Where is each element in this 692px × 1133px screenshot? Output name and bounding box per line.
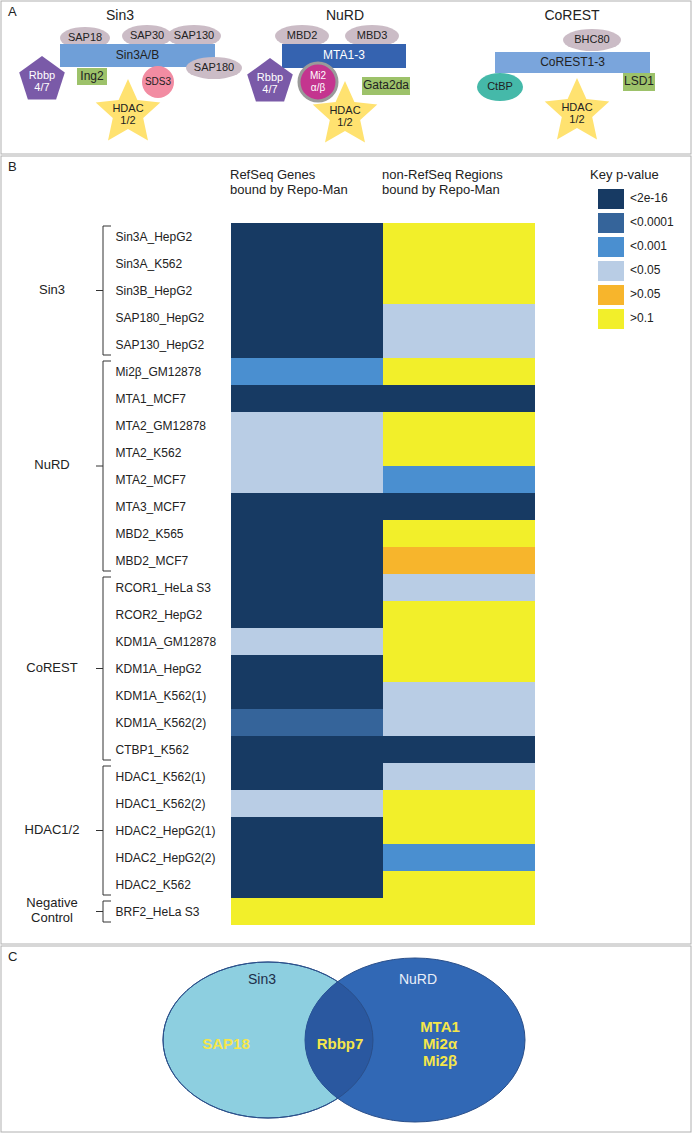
svg-text:MTA2_MCF7: MTA2_MCF7 bbox=[116, 473, 187, 487]
svg-text:SAP130_HepG2: SAP130_HepG2 bbox=[116, 338, 205, 352]
svg-text:Sin3: Sin3 bbox=[248, 971, 276, 987]
svg-text:HDAC1_K562(1): HDAC1_K562(1) bbox=[116, 770, 206, 784]
svg-text:Sin3: Sin3 bbox=[39, 282, 65, 297]
svg-text:Gata2da: Gata2da bbox=[363, 78, 409, 92]
svg-text:NuRD: NuRD bbox=[326, 7, 364, 23]
svg-text:>0.05: >0.05 bbox=[630, 287, 661, 301]
svg-text:HDAC1/2: HDAC1/2 bbox=[112, 102, 143, 127]
svg-text:MBD3: MBD3 bbox=[357, 29, 388, 41]
svg-text:SAP130: SAP130 bbox=[174, 29, 214, 41]
svg-text:MTA2_GM12878: MTA2_GM12878 bbox=[116, 419, 207, 433]
svg-text:Rbbp7: Rbbp7 bbox=[317, 1035, 364, 1052]
svg-text:Rbbp4/7: Rbbp4/7 bbox=[257, 71, 283, 96]
svg-text:KDM1A_K562(1): KDM1A_K562(1) bbox=[116, 689, 207, 703]
svg-text:MTA2_K562: MTA2_K562 bbox=[116, 446, 182, 460]
svg-text:HDAC1/2: HDAC1/2 bbox=[25, 822, 80, 837]
svg-text:CtBP: CtBP bbox=[487, 80, 513, 92]
svg-text:RCOR2_HepG2: RCOR2_HepG2 bbox=[116, 608, 203, 622]
svg-text:NuRD: NuRD bbox=[399, 971, 437, 987]
svg-text:HDAC2_HepG2(1): HDAC2_HepG2(1) bbox=[116, 824, 216, 838]
svg-text:Sin3: Sin3 bbox=[106, 7, 134, 23]
svg-text:SAP18: SAP18 bbox=[68, 31, 102, 43]
svg-text:Sin3A_HepG2: Sin3A_HepG2 bbox=[116, 230, 193, 244]
svg-text:NuRD: NuRD bbox=[34, 457, 69, 472]
svg-text:<2e-16: <2e-16 bbox=[630, 191, 668, 205]
svg-text:<0.05: <0.05 bbox=[630, 263, 661, 277]
svg-text:MBD2_K565: MBD2_K565 bbox=[116, 527, 184, 541]
svg-text:MTA1_MCF7: MTA1_MCF7 bbox=[116, 392, 187, 406]
svg-text:<0.0001: <0.0001 bbox=[630, 215, 674, 229]
svg-text:Rbbp4/7: Rbbp4/7 bbox=[29, 69, 55, 94]
svg-text:Mi2α/β: Mi2α/β bbox=[310, 70, 327, 93]
svg-text:KDM1A_GM12878: KDM1A_GM12878 bbox=[116, 635, 217, 649]
svg-text:MTA1Mi2αMi2β: MTA1Mi2αMi2β bbox=[420, 1018, 460, 1070]
svg-text:MTA1-3: MTA1-3 bbox=[323, 48, 365, 62]
svg-text:HDAC2_K562: HDAC2_K562 bbox=[116, 878, 192, 892]
svg-text:Sin3B_HepG2: Sin3B_HepG2 bbox=[116, 284, 193, 298]
svg-text:RCOR1_HeLa S3: RCOR1_HeLa S3 bbox=[116, 581, 212, 595]
svg-text:KDM1A_K562(2): KDM1A_K562(2) bbox=[116, 716, 207, 730]
svg-text:NegativeControl: NegativeControl bbox=[26, 895, 77, 925]
svg-text:BHC80: BHC80 bbox=[574, 33, 609, 45]
svg-text:C: C bbox=[8, 949, 17, 964]
svg-text:Ing2: Ing2 bbox=[80, 69, 104, 83]
svg-text:Mi2β_GM12878: Mi2β_GM12878 bbox=[116, 365, 202, 379]
svg-text:Sin3A/B: Sin3A/B bbox=[116, 48, 159, 62]
svg-text:MTA3_MCF7: MTA3_MCF7 bbox=[116, 500, 187, 514]
svg-text:RefSeq Genesbound by Repo-Man: RefSeq Genesbound by Repo-Man bbox=[230, 167, 348, 197]
svg-text:CoREST1-3: CoREST1-3 bbox=[540, 55, 605, 69]
svg-text:Sin3A_K562: Sin3A_K562 bbox=[116, 257, 183, 271]
svg-text:Key p-value: Key p-value bbox=[590, 167, 659, 182]
svg-text:KDM1A_HepG2: KDM1A_HepG2 bbox=[116, 662, 202, 676]
svg-text:LSD1: LSD1 bbox=[624, 74, 654, 88]
svg-text:B: B bbox=[8, 159, 17, 174]
svg-text:non-RefSeq Regionsbound by Rep: non-RefSeq Regionsbound by Repo-Man bbox=[382, 167, 503, 197]
svg-text:CoREST: CoREST bbox=[544, 7, 600, 23]
svg-text:CoREST: CoREST bbox=[26, 660, 77, 675]
svg-text:A: A bbox=[8, 4, 17, 19]
svg-text:>0.1: >0.1 bbox=[630, 311, 654, 325]
svg-text:SAP180: SAP180 bbox=[194, 61, 234, 73]
svg-text:SDS3: SDS3 bbox=[145, 76, 172, 87]
svg-text:<0.001: <0.001 bbox=[630, 239, 667, 253]
svg-text:HDAC1/2: HDAC1/2 bbox=[329, 104, 360, 129]
svg-text:SAP30: SAP30 bbox=[130, 29, 164, 41]
svg-text:SAP18: SAP18 bbox=[202, 1035, 250, 1052]
svg-text:MBD2: MBD2 bbox=[287, 29, 318, 41]
svg-text:HDAC2_HepG2(2): HDAC2_HepG2(2) bbox=[116, 851, 216, 865]
svg-text:MBD2_MCF7: MBD2_MCF7 bbox=[116, 554, 189, 568]
svg-text:CTBP1_K562: CTBP1_K562 bbox=[116, 743, 190, 757]
svg-text:HDAC1_K562(2): HDAC1_K562(2) bbox=[116, 797, 206, 811]
svg-text:BRF2_HeLa S3: BRF2_HeLa S3 bbox=[116, 905, 200, 919]
svg-text:SAP180_HepG2: SAP180_HepG2 bbox=[116, 311, 205, 325]
svg-text:HDAC1/2: HDAC1/2 bbox=[561, 101, 592, 126]
